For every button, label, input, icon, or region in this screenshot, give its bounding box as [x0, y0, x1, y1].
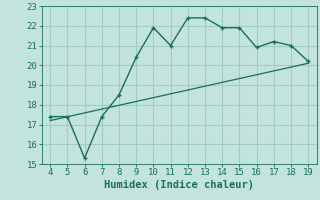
X-axis label: Humidex (Indice chaleur): Humidex (Indice chaleur)	[104, 180, 254, 190]
